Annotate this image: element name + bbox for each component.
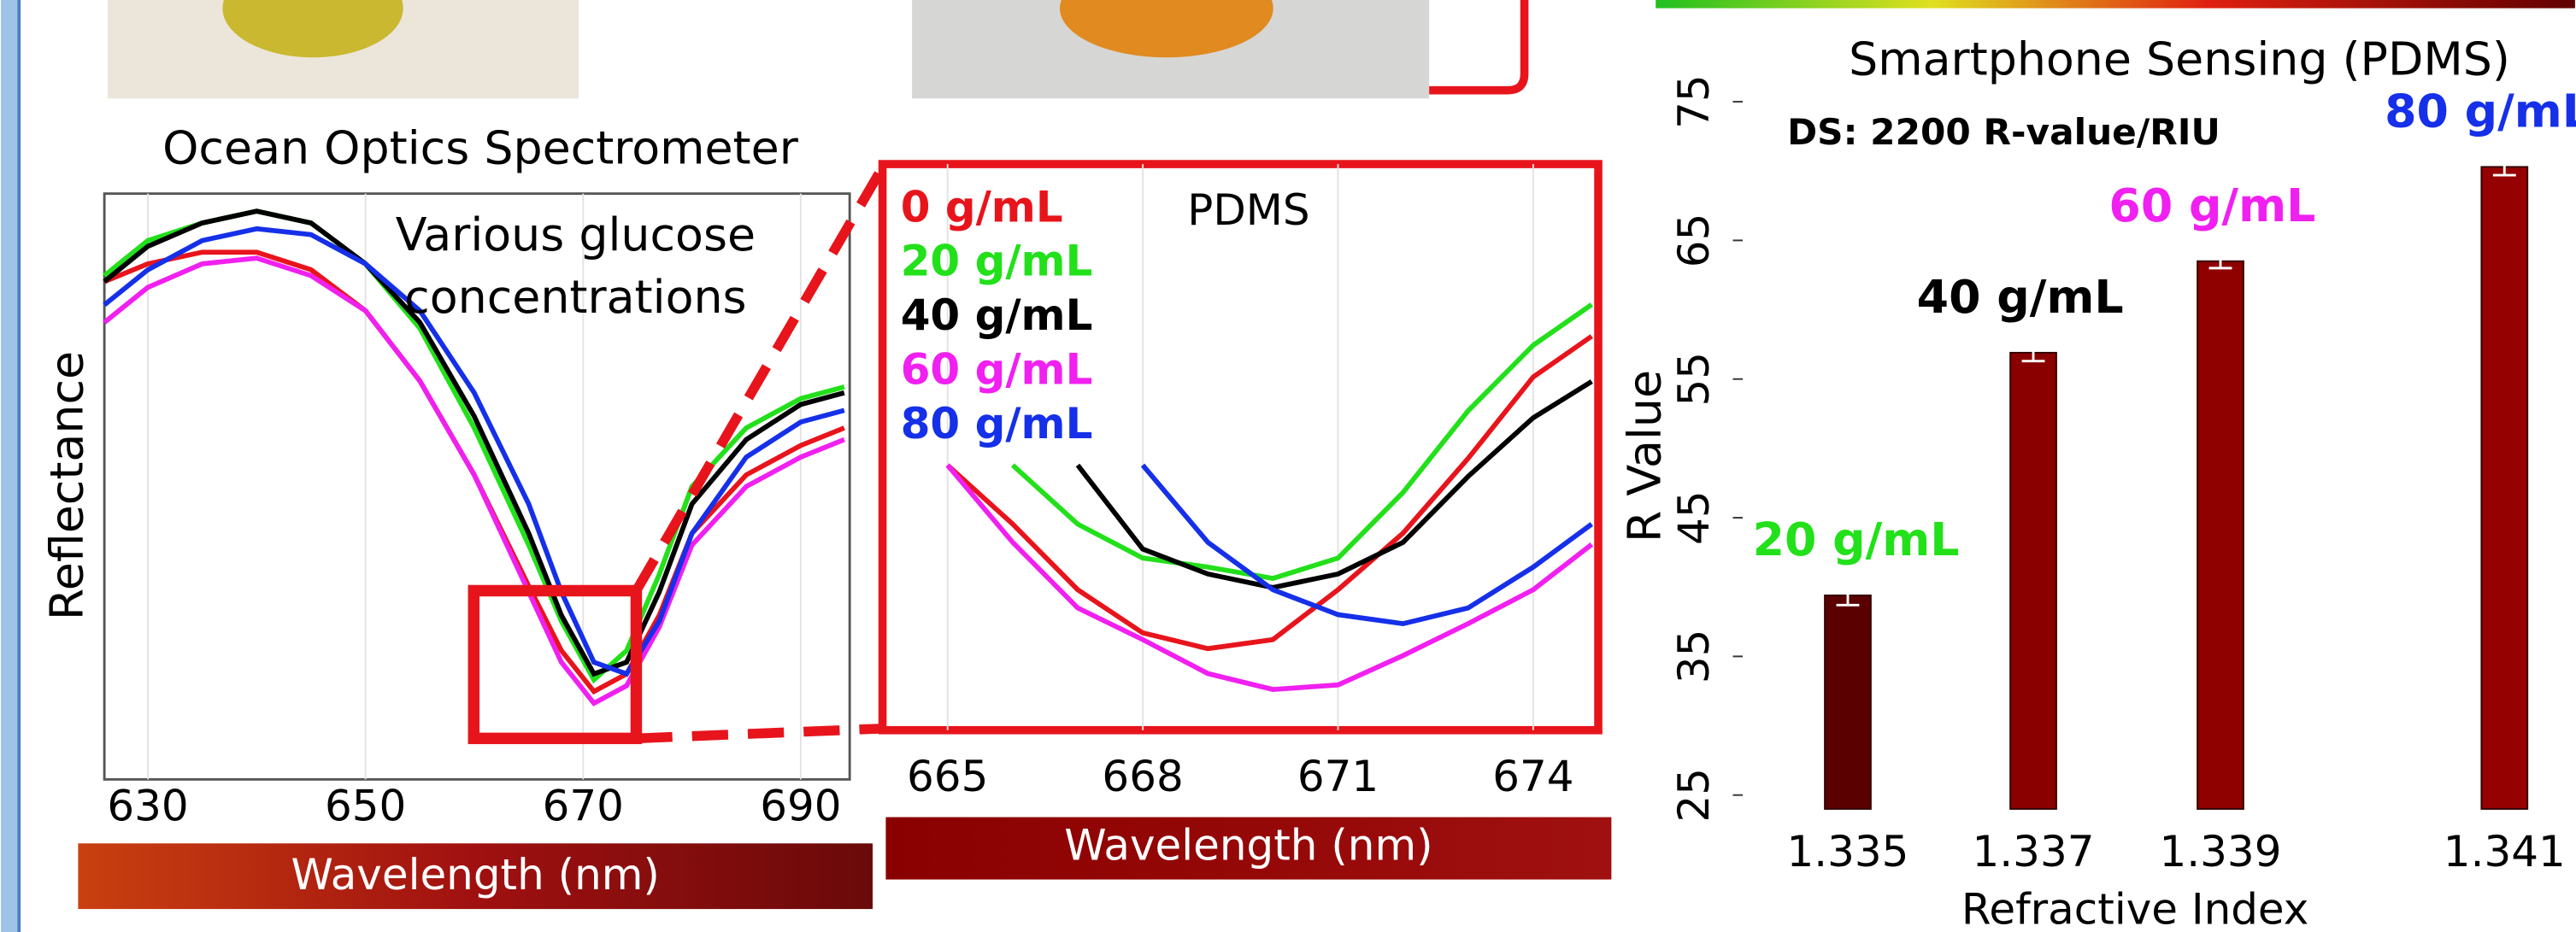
annotation: concentrations xyxy=(404,270,746,324)
x-tick-label: 671 xyxy=(1297,752,1379,801)
legend-entry: 20 g/mL xyxy=(901,237,1093,286)
x-axis-label: Wavelength (nm) xyxy=(1064,821,1432,870)
x-tick-label: 1.339 xyxy=(2160,827,2282,876)
x-tick-label: 674 xyxy=(1492,752,1573,801)
y-tick-label: 45 xyxy=(1669,490,1719,545)
x-tick-label: 665 xyxy=(907,752,988,801)
annotation: Various glucose xyxy=(396,208,756,261)
chart-title: Ocean Optics Spectrometer xyxy=(162,120,799,174)
y-axis-label: Reflectance xyxy=(39,351,93,620)
y-tick-label: 25 xyxy=(1669,768,1719,823)
bar-label: 20 g/mL xyxy=(1753,513,1960,566)
bar-label: 60 g/mL xyxy=(2108,179,2315,232)
x-tick-label: 630 xyxy=(107,781,188,830)
chart-title: Smartphone Sensing (PDMS) xyxy=(1849,32,2510,86)
y-tick-label: 65 xyxy=(1669,214,1719,268)
x-axis-label: Refractive Index xyxy=(1961,884,2308,932)
x-tick-label: 1.337 xyxy=(1973,827,2095,876)
annotation: DS: 2200 R-value/RIU xyxy=(1787,111,2220,153)
annotation: PDMS xyxy=(1187,185,1309,235)
bar xyxy=(1825,595,1871,809)
legend-entry: 40 g/mL xyxy=(901,290,1093,340)
y-tick-label: 55 xyxy=(1669,352,1719,407)
y-axis-label: R Value xyxy=(1617,370,1671,542)
zoom-line xyxy=(636,729,882,739)
x-tick-label: 670 xyxy=(543,781,624,830)
left-border xyxy=(1,0,17,932)
x-axis-label: Wavelength (nm) xyxy=(291,850,660,900)
y-tick-label: 35 xyxy=(1669,630,1719,684)
bar-label: 40 g/mL xyxy=(1917,270,2124,324)
color-scale xyxy=(1656,0,2575,9)
y-tick-label: 75 xyxy=(1669,74,1719,129)
x-tick-label: 1.341 xyxy=(2444,827,2566,876)
figure: 630 650 670 690 Ocean Optics Spectrometer Wav… xyxy=(0,0,2576,932)
legend-entry: 60 g/mL xyxy=(901,345,1093,395)
left-border-edge xyxy=(17,0,21,932)
charts: 630 650 670 690 Ocean Optics Spectrometer Wav… xyxy=(39,32,2576,932)
bar xyxy=(2010,353,2056,809)
bar xyxy=(2481,167,2527,809)
legend-entry: 80 g/mL xyxy=(901,399,1093,448)
bracket xyxy=(1429,0,1524,91)
bar-label: 80 g/mL xyxy=(2385,85,2576,138)
spectrum-line xyxy=(1143,466,1591,624)
legend-entry: 0 g/mL xyxy=(901,182,1063,232)
x-tick-label: 650 xyxy=(325,781,406,830)
x-tick-label: 690 xyxy=(760,781,841,830)
bar xyxy=(2197,261,2244,809)
x-tick-label: 668 xyxy=(1102,752,1183,801)
x-tick-label: 1.335 xyxy=(1786,827,1908,876)
